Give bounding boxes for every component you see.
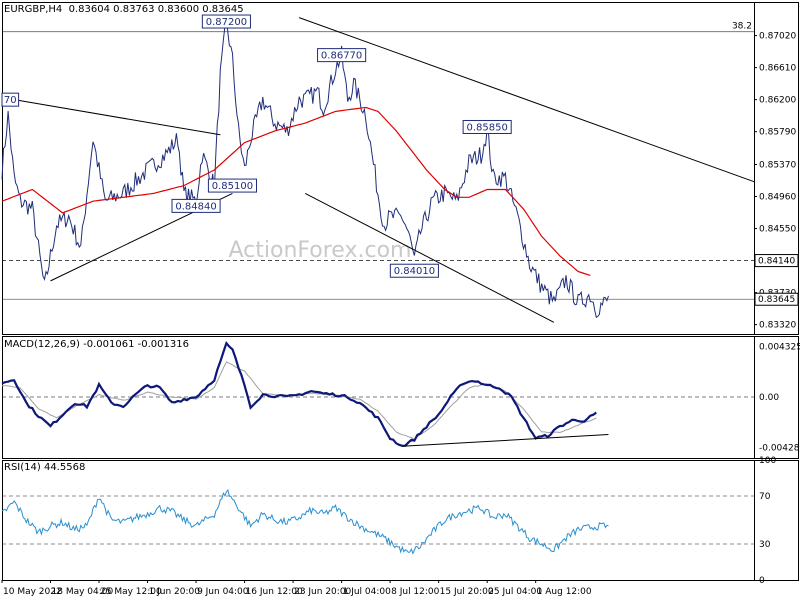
trendline-upper-triangle [14, 99, 221, 136]
rsi-line [1, 489, 609, 555]
macd-panel-frame [2, 336, 799, 459]
annotation-box [462, 119, 512, 134]
x-tick-label: 1 Aug 12:00 [537, 587, 592, 597]
reference-lines: 38.2 [2, 22, 754, 300]
moving-average-layer [1, 106, 591, 276]
rsi-y-tick-label: 0 [759, 576, 765, 586]
annotation-box [201, 14, 251, 29]
level-tag-box [754, 292, 799, 306]
rsi-panel-frame [2, 460, 799, 581]
annotation-box [1, 92, 20, 107]
level-tag-box [754, 254, 799, 268]
moving-average-line [1, 106, 591, 276]
y-axis-layer: 0.87020 0.86610 0.86200 0.85790 0.85370 0.849… [754, 32, 800, 586]
annotation-label: 0.85100 [212, 181, 253, 192]
price-line [1, 16, 609, 319]
annotation-box [207, 178, 258, 193]
x-tick-label: 25 Jul 04:00 [488, 587, 542, 597]
rsi-y-tick-label: 70 [759, 492, 771, 502]
annotation-box [171, 198, 221, 213]
annotation-box [389, 263, 439, 278]
price-y-tick-label: 0.87020 [759, 32, 796, 42]
annotation-box [317, 48, 367, 63]
x-tick-label: 1 Jun 20:00 [149, 587, 201, 597]
macd-y-tick-label: 0.004325 [759, 342, 800, 352]
price-y-tick-label: 0.85790 [759, 128, 796, 138]
x-tick-label: 9 Jun 04:00 [197, 587, 249, 597]
rsi-y-tick-label: 30 [759, 540, 771, 550]
price-annotation: 0.85100 [207, 178, 258, 193]
price-y-tick-label: 0.84550 [759, 225, 796, 235]
price-annotation: 0.85850 [462, 119, 512, 134]
rsi-layer [1, 489, 754, 555]
rsi-header: RSI(14) 44.5568 [4, 462, 86, 473]
price-annotation: 0.86770 [317, 48, 367, 63]
macd-layer [1, 341, 754, 447]
trendline-channel-bottom [304, 192, 555, 323]
macd-y-tick-label: 0.00 [759, 393, 779, 403]
x-tick-label: 8 Jul 12:00 [391, 587, 440, 597]
price-series-layer [1, 16, 609, 319]
price-y-tick-label: 0.85370 [759, 160, 796, 170]
annotation-label: 70 [4, 95, 17, 106]
price-y-tick-label: 0.86610 [759, 64, 796, 74]
price-annotation: 0.87200 [201, 14, 251, 29]
rsi-y-tick-label: 100 [759, 456, 776, 466]
x-tick-label: 25 May 12:00 [100, 587, 162, 597]
watermark: ActionForex.com [229, 238, 412, 263]
annotation-label: 0.84010 [394, 266, 435, 277]
x-tick-label: 1 Jul 04:00 [343, 587, 392, 597]
x-tick-label: 10 May 2022 [3, 587, 62, 597]
price-annotation: 0.84840 [171, 198, 221, 213]
x-tick-label: 15 Jul 20:00 [440, 587, 494, 597]
price-y-tick-label: 0.84960 [759, 193, 796, 203]
annotation-label: 0.84840 [175, 201, 216, 212]
trendline-layer [14, 17, 755, 323]
level-tag-label: 0.84140 [758, 257, 795, 267]
annotation-label: 0.86770 [321, 51, 362, 62]
fib-label: 38.2 [732, 22, 752, 32]
x-tick-label: 18 May 04:00 [52, 587, 114, 597]
price-annotation: 70 [1, 92, 20, 107]
panel-frames [2, 2, 799, 581]
x-tick-label: 23 Jun 20:00 [294, 587, 351, 597]
price-panel-frame [2, 2, 799, 335]
level-tag-label: 0.83645 [758, 295, 795, 305]
price-header: EURGBP,H4 0.83604 0.83763 0.83600 0.8364… [4, 4, 244, 15]
macd-y-tick-label: -0.004288 [759, 443, 800, 453]
price-annotation: 0.84010 [389, 263, 439, 278]
annotation-label: 0.87200 [206, 17, 247, 28]
price-y-tick-label: 0.86200 [759, 96, 796, 106]
price-y-tick-label: 0.83320 [759, 321, 796, 331]
trendline-channel-top [298, 17, 755, 183]
macd-trendline [402, 434, 609, 447]
macd-header: MACD(12,26,9) -0.001061 -0.001316 [4, 339, 189, 350]
watermark-layer: ActionForex.com [229, 238, 412, 263]
x-tick-label: 16 Jun 12:00 [246, 587, 303, 597]
annotation-layer: 0.87200 0.86770 0.85850 0.85100 0.84840 0.840… [1, 14, 512, 278]
macd-line [1, 341, 597, 447]
annotation-label: 0.85850 [466, 122, 507, 133]
